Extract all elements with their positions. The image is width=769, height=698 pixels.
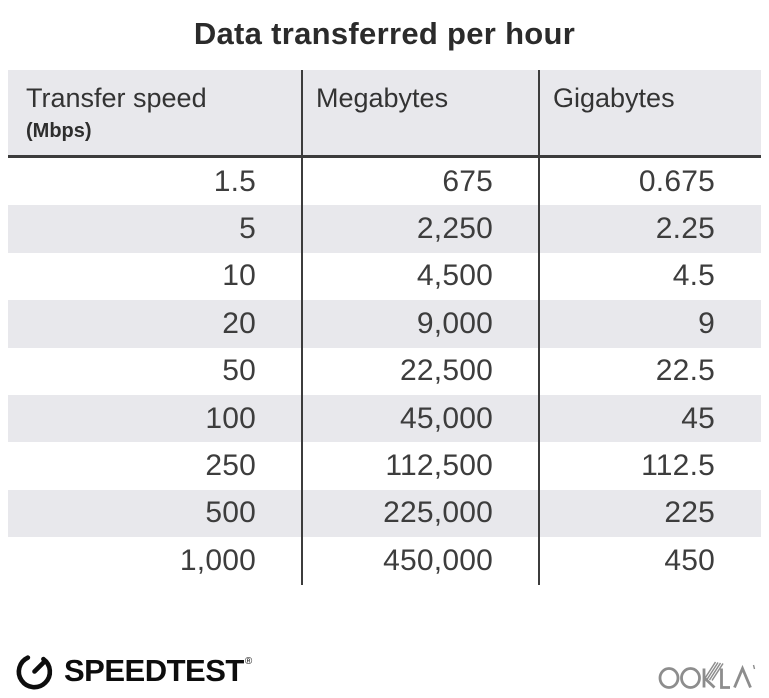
cell-megabytes: 9,000 — [416, 306, 493, 340]
column-divider-1 — [301, 70, 303, 585]
page-title: Data transferred per hour — [193, 16, 576, 51]
cell-gigabytes: 9 — [698, 306, 715, 340]
cell-gigabytes: 2.25 — [655, 212, 715, 246]
speedtest-wordmark: SPEEDTEST — [64, 652, 244, 688]
table-row: 250 112,500 112.5 — [8, 442, 761, 490]
table-row: 500 225,000 225 — [8, 489, 761, 538]
table-header-row: Transfer speed (Mbps) Megabytes Gigabyte… — [8, 70, 761, 158]
cell-transfer-speed: 500 — [205, 496, 256, 530]
cell-megabytes: 112,500 — [385, 449, 493, 483]
ookla-wordmark-icon — [658, 661, 756, 689]
header-megabytes: Megabytes — [302, 70, 539, 155]
column-divider-2 — [538, 70, 540, 585]
cell-megabytes: 2,250 — [416, 212, 493, 246]
cell-gigabytes: 4.5 — [672, 259, 715, 293]
cell-transfer-speed: 250 — [205, 449, 256, 483]
table-body: 1.5 675 0.675 5 2,250 2.25 10 4,500 4.5 20 9,000 9 5… — [8, 158, 761, 585]
header-gigabytes: Gigabytes — [539, 70, 761, 155]
cell-megabytes: 4,500 — [416, 259, 493, 293]
speedtest-gauge-icon — [16, 655, 53, 690]
cell-megabytes: 225,000 — [383, 496, 493, 530]
header-gigabytes-label: Gigabytes — [553, 83, 675, 113]
table-row: 20 9,000 9 — [8, 300, 761, 348]
cell-gigabytes: 450 — [664, 543, 715, 577]
table-row: 5 2,250 2.25 — [8, 205, 761, 253]
header-transfer-speed-label: Transfer speed — [26, 83, 207, 113]
cell-transfer-speed: 100 — [205, 401, 256, 435]
cell-gigabytes: 112.5 — [641, 449, 715, 483]
cell-megabytes: 450,000 — [383, 543, 493, 577]
table-row: 10 4,500 4.5 — [8, 252, 761, 301]
speedtest-logo: SPEEDTEST ® — [14, 650, 253, 691]
ookla-logo — [658, 656, 759, 697]
cell-gigabytes: 225 — [664, 496, 715, 530]
cell-gigabytes: 45 — [681, 401, 715, 435]
header-transfer-speed-unit: (Mbps) — [26, 119, 92, 142]
cell-gigabytes: 22.5 — [655, 354, 715, 388]
cell-transfer-speed: 5 — [239, 212, 256, 246]
cell-megabytes: 675 — [442, 164, 493, 198]
table-row: 1.5 675 0.675 — [8, 158, 761, 206]
table-row: 1,000 450,000 450 — [8, 537, 761, 585]
registered-trademark-icon: ® — [244, 656, 253, 667]
cell-megabytes: 45,000 — [400, 401, 493, 435]
data-table: Transfer speed (Mbps) Megabytes Gigabyte… — [8, 70, 761, 585]
cell-transfer-speed: 1.5 — [213, 164, 256, 198]
table-row: 50 22,500 22.5 — [8, 347, 761, 395]
cell-transfer-speed: 1,000 — [179, 543, 256, 577]
cell-transfer-speed: 10 — [222, 259, 256, 293]
table-row: 100 45,000 45 — [8, 394, 761, 443]
footer: SPEEDTEST ® — [0, 644, 769, 698]
cell-megabytes: 22,500 — [400, 354, 493, 388]
cell-gigabytes: 0.675 — [638, 164, 715, 198]
header-megabytes-label: Megabytes — [316, 83, 449, 113]
header-transfer-speed: Transfer speed (Mbps) — [8, 70, 302, 155]
cell-transfer-speed: 50 — [222, 354, 256, 388]
cell-transfer-speed: 20 — [222, 306, 256, 340]
